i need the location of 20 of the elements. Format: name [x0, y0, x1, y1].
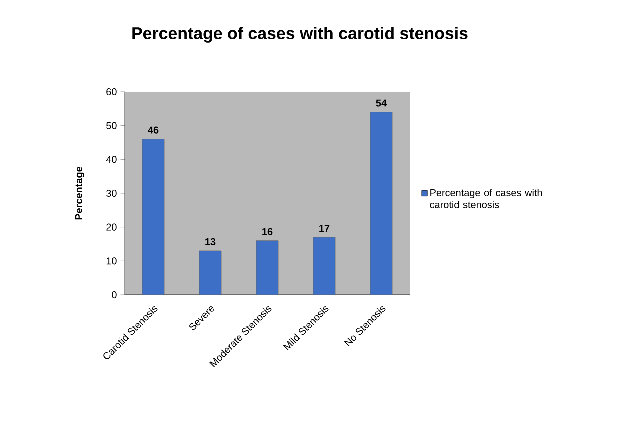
- bar: [199, 250, 222, 295]
- data-label: 17: [320, 225, 330, 232]
- y-tick-label: 50: [106, 122, 117, 130]
- y-tick-label: 0: [112, 291, 117, 299]
- chart-title: Percentage of cases with carotid stenosis: [132, 27, 468, 43]
- bar: [370, 112, 393, 295]
- bar: [313, 237, 336, 295]
- legend-label: Percentage of cases with carotid stenosis: [430, 189, 542, 208]
- y-tick-label: 20: [106, 224, 117, 231]
- bar: [142, 139, 165, 295]
- y-axis-title: Percentage: [75, 166, 84, 220]
- y-tick-label: 40: [106, 156, 117, 164]
- y-tick-label: 60: [106, 88, 117, 96]
- bar: [256, 240, 279, 295]
- data-label: 13: [206, 238, 216, 246]
- y-tick-label: 30: [106, 190, 117, 198]
- data-label: 46: [148, 126, 159, 134]
- data-label: 16: [262, 228, 273, 236]
- y-tick-label: 10: [106, 258, 117, 265]
- data-label: 54: [376, 100, 387, 107]
